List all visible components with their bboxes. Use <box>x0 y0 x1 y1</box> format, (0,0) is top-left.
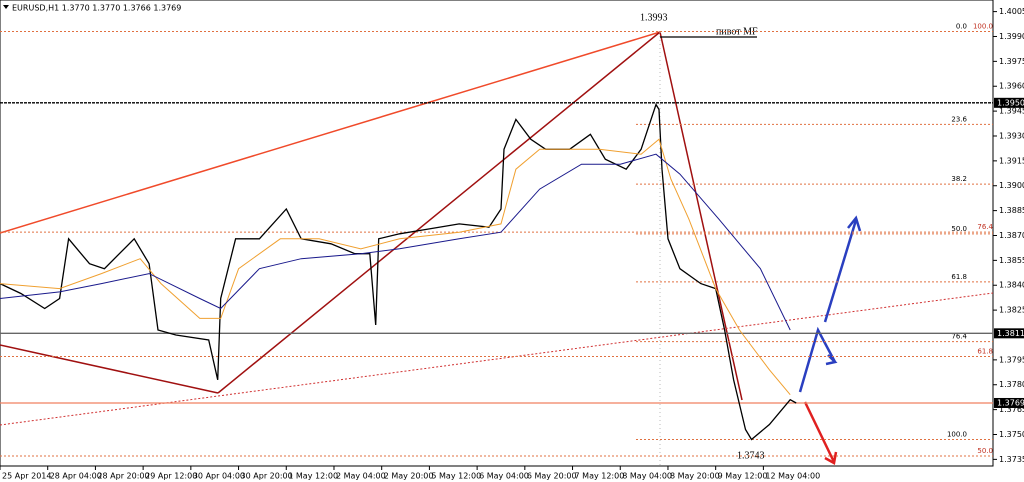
trend-line <box>0 344 219 394</box>
fib-label: 50.0 <box>977 447 993 455</box>
price-level-tag <box>994 328 1024 339</box>
arrowhead <box>847 215 862 232</box>
fib-label: 38.2 <box>951 175 967 183</box>
y-tick-label: 1.3900 <box>999 181 1024 190</box>
fib-label: 100.0 <box>947 430 967 438</box>
trend-line <box>0 292 994 426</box>
x-tick-label: 6 May 20:00 <box>527 472 577 481</box>
arrow <box>803 401 836 463</box>
y-tick-label: 1.3855 <box>999 256 1024 265</box>
arrow <box>823 219 858 323</box>
y-tick-label: 1.3825 <box>999 306 1024 315</box>
x-tick-label: 29 Apr 12:00 <box>145 472 197 481</box>
arrowhead <box>824 451 838 465</box>
x-tick-label: 1 May 12:00 <box>288 472 338 481</box>
fib-label: 61.8 <box>977 348 993 356</box>
x-tick-label: 6 May 04:00 <box>479 472 529 481</box>
x-tick-label: 5 May 12:00 <box>431 472 481 481</box>
y-tick-label: 1.3945 <box>999 107 1024 116</box>
y-tick-label: 1.4005 <box>999 7 1024 16</box>
fib-label: 100.0 <box>973 23 993 31</box>
fib-label: 76.4 <box>977 223 993 231</box>
fib-label: 23.6 <box>951 115 967 123</box>
price-line <box>0 153 791 331</box>
y-tick-label: 1.3765 <box>999 405 1024 414</box>
price-level-label: 1.3950 <box>997 98 1024 107</box>
fib-label: 50.0 <box>951 225 967 233</box>
y-tick-label: 1.3990 <box>999 32 1024 41</box>
x-tick-label: 30 Apr 04:00 <box>193 472 245 481</box>
price-level-tag <box>994 397 1024 408</box>
x-tick-label: 2 May 04:00 <box>336 472 386 481</box>
price-level-tag <box>994 97 1024 108</box>
y-tick-label: 1.3915 <box>999 156 1024 165</box>
price-level-label: 1.3811 <box>997 329 1024 338</box>
y-tick-label: 1.3780 <box>999 380 1024 389</box>
annotation: 1.3743 <box>737 450 765 461</box>
y-tick-label: 1.3885 <box>999 206 1024 215</box>
arrowhead <box>825 354 838 366</box>
x-tick-label: 2 May 20:00 <box>384 472 434 481</box>
y-tick-label: 1.3840 <box>999 281 1024 290</box>
price-level-label: 1.3769 <box>997 398 1024 407</box>
x-tick-label: 28 Apr 20:00 <box>97 472 149 481</box>
x-tick-label: 30 Apr 20:00 <box>241 472 293 481</box>
chart-title: EURUSD,H1 1.3770 1.3770 1.3766 1.3769 <box>12 4 181 13</box>
x-tick-label: 8 May 20:00 <box>670 472 720 481</box>
x-tick-label: 25 Apr 2014 <box>2 472 51 481</box>
y-tick-label: 1.3735 <box>999 455 1024 464</box>
y-tick-label: 1.3960 <box>999 82 1024 91</box>
drawings <box>0 31 994 466</box>
fib-label: 61.8 <box>951 273 967 281</box>
y-tick-label: 1.3975 <box>999 57 1024 66</box>
y-tick-label: 1.3930 <box>999 131 1024 140</box>
price-line <box>0 102 797 441</box>
trend-line <box>659 31 743 401</box>
fib-label: 0.0 <box>956 23 967 31</box>
title-icon <box>3 5 9 9</box>
annotation: 1.3993 <box>640 12 668 23</box>
trend-line <box>0 31 661 234</box>
x-tick-label: 12 May 04:00 <box>765 472 820 481</box>
x-tick-label: 28 Apr 04:00 <box>50 472 102 481</box>
y-tick-label: 1.3795 <box>999 355 1024 364</box>
arrow <box>798 326 837 393</box>
price-line <box>0 138 791 396</box>
fib-label: 76.4 <box>951 333 967 341</box>
x-tick-label: 8 May 04:00 <box>622 472 672 481</box>
x-tick-label: 7 May 12:00 <box>575 472 625 481</box>
y-tick-label: 1.3870 <box>999 231 1024 240</box>
x-tick-label: 9 May 12:00 <box>718 472 768 481</box>
y-tick-label: 1.3750 <box>999 430 1024 439</box>
